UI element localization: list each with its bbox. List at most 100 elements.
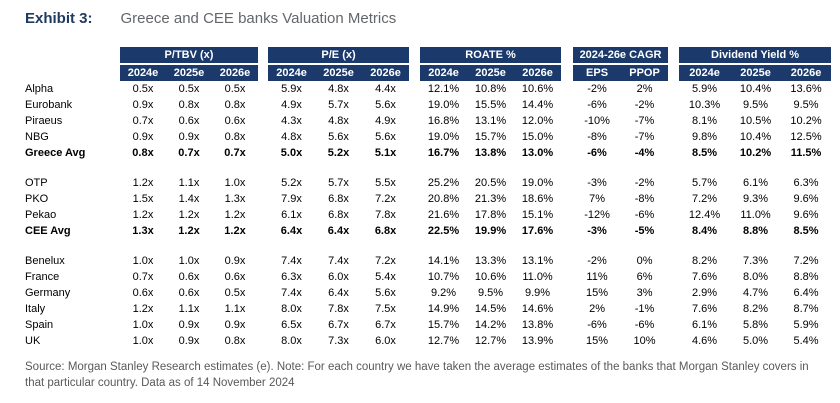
cell: 7.8x	[375, 209, 396, 221]
column-header: 2025e	[315, 65, 363, 81]
cell: -2%	[587, 83, 607, 95]
row-label: Benelux	[25, 255, 65, 267]
cell: 5.0x	[280, 147, 303, 159]
cell: 14.1%	[427, 255, 460, 267]
column-gap	[409, 145, 421, 161]
cell: 10.6%	[521, 83, 554, 95]
cell: 5.6x	[375, 287, 396, 299]
table-head: P/TBV (x) P/E (x) ROATE % 2024-26e CAGR Divi…	[25, 47, 832, 81]
cell: -12%	[584, 209, 610, 221]
cell: 0.8x	[224, 131, 246, 143]
column-gap	[409, 207, 421, 223]
cell: 14.5%	[474, 303, 507, 315]
group-header: 2024-26e CAGR	[573, 47, 669, 65]
cell: 13.3%	[474, 255, 507, 267]
cell: 7.8x	[328, 303, 349, 315]
cell: 1.1x	[178, 303, 200, 315]
column-gap	[668, 285, 680, 301]
cell: -4%	[634, 147, 655, 159]
column-gap	[409, 269, 421, 285]
cell: -6%	[587, 99, 607, 111]
cell: 19.9%	[474, 225, 507, 237]
cell: 7%	[589, 193, 605, 205]
cell: 0.7x	[132, 271, 154, 283]
cell: 11%	[586, 271, 608, 283]
cell: -1%	[634, 303, 655, 315]
cell: 0.5x	[224, 287, 246, 299]
column-gap	[668, 333, 680, 349]
cell: 25.2%	[427, 177, 460, 189]
cell: 1.2x	[132, 209, 154, 221]
cell: 1.3x	[132, 225, 154, 237]
column-gap	[258, 145, 269, 161]
cell: 13.8%	[521, 319, 554, 331]
cell: 9.3%	[742, 193, 769, 205]
cell: 4.6%	[691, 335, 718, 347]
section-spacer	[25, 239, 831, 253]
cell: -3%	[587, 177, 607, 189]
table-row: OTP 1.2x 1.1x 1.0x 5.2x 5.7x 5.5x 25.2% 20.5% 19.…	[25, 175, 831, 191]
column-gap	[258, 207, 269, 223]
cell: -2%	[634, 99, 655, 111]
cell: 13.8%	[474, 147, 507, 159]
row-label: Pekao	[25, 209, 57, 221]
column-gap	[561, 175, 574, 191]
cell: 15.0%	[521, 131, 554, 143]
cell: 6.0x	[328, 271, 349, 283]
column-header: 2025e	[467, 65, 515, 81]
cell: 8.7%	[793, 303, 819, 315]
row-label: UK	[25, 335, 41, 347]
cell: 0.9x	[224, 319, 246, 331]
column-header: EPS	[573, 65, 622, 81]
cell: 13.6%	[790, 83, 822, 95]
column-gap	[668, 65, 680, 81]
cell: -10%	[584, 115, 610, 127]
row-label: CEE Avg	[25, 225, 71, 237]
cell: 6.3x	[281, 271, 302, 283]
table-row: CEE Avg 1.3x 1.2x 1.2x 6.4x 6.4x 6.8x 22.5% 19.9…	[25, 223, 831, 239]
group-header: P/E (x)	[268, 47, 410, 65]
column-header: 2026e	[514, 65, 562, 81]
table-row: France 0.7x 0.6x 0.6x 6.3x 6.0x 5.4x 10.7% 10.6%…	[25, 269, 831, 285]
cell: -7%	[634, 131, 655, 143]
cell: 15.7%	[474, 131, 507, 143]
cell: 0.8x	[224, 99, 246, 111]
cell: -6%	[587, 147, 607, 159]
cell: 6.0x	[375, 335, 396, 347]
cell: 10.5%	[739, 115, 772, 127]
column-gap	[409, 47, 421, 65]
cell: 1.4x	[178, 193, 200, 205]
cell: -2%	[587, 255, 607, 267]
column-header: PPOP	[621, 65, 669, 81]
cell: 8.8%	[793, 271, 819, 283]
column-gap	[668, 207, 680, 223]
column-gap	[258, 113, 269, 129]
cell: 0.6x	[178, 271, 200, 283]
cell: 7.4x	[281, 287, 302, 299]
cell: 5.6x	[375, 99, 396, 111]
cell: 6.3%	[793, 177, 819, 189]
column-gap	[561, 65, 574, 81]
cell: 6.1%	[691, 319, 718, 331]
cell: 8.0%	[742, 271, 769, 283]
cell: 12.0%	[521, 115, 554, 127]
column-gap	[409, 129, 421, 145]
column-gap	[561, 81, 574, 97]
column-header: 2024e	[268, 65, 316, 81]
cell: 20.8%	[427, 193, 460, 205]
column-gap	[561, 269, 574, 285]
column-gap	[561, 207, 574, 223]
cell: -6%	[587, 319, 607, 331]
column-header: 2024e	[679, 65, 731, 81]
cell: 6.5x	[281, 319, 302, 331]
row-label: Piraeus	[25, 115, 63, 127]
cell: 9.6%	[793, 193, 819, 205]
cell: 17.8%	[474, 209, 507, 221]
cell: 21.3%	[474, 193, 507, 205]
cell: 8.2%	[691, 255, 718, 267]
group-header: ROATE %	[420, 47, 562, 65]
column-gap	[561, 223, 574, 239]
cell: 1.2x	[224, 225, 246, 237]
cell: 5.4x	[375, 271, 396, 283]
column-gap	[258, 223, 269, 239]
